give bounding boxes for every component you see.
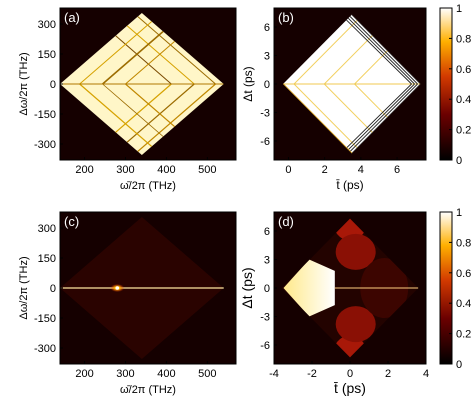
colorbar-tick-label: 1 — [456, 207, 462, 219]
lobe — [332, 218, 368, 241]
edge-line — [345, 83, 415, 153]
peak-core — [115, 286, 120, 290]
x-tick-label: -4 — [269, 368, 279, 380]
x-tick-label: 200 — [75, 164, 93, 176]
y-axis-label: Δω/2π (THz) — [18, 52, 30, 115]
x-tick-label: 4 — [358, 164, 364, 176]
x-tick-label: 400 — [157, 164, 175, 176]
edge-line — [348, 14, 418, 85]
x-tick-label: 0 — [347, 368, 353, 380]
panel-c: 200 300 400 500 300 150 0 -150 -300 ω̄/2π (THz) Δω… — [18, 211, 237, 396]
edge-line — [342, 83, 412, 152]
y-tick-label: 6 — [264, 226, 270, 238]
x-tick-label: 4 — [423, 368, 429, 380]
edge-line — [345, 15, 415, 85]
colorbar-tick-label: 0.2 — [456, 125, 471, 137]
colorbar-tick-label: 0 — [456, 155, 462, 167]
y-tick-label: -6 — [260, 340, 270, 352]
colorbar-tick-label: 1 — [456, 3, 462, 15]
x-tick-label: 500 — [198, 368, 216, 380]
y-tick-label: 0 — [264, 283, 270, 295]
x-tick-label: 0 — [285, 164, 291, 176]
y-tick-label: -300 — [34, 139, 56, 151]
y-tick-label: 0 — [50, 79, 56, 91]
y-tick-label: -300 — [34, 343, 56, 355]
y-axis-label: Δt (ps) — [241, 66, 255, 101]
colorbar-tick-label: 0.2 — [456, 329, 471, 341]
panel-label: (c) — [64, 214, 79, 229]
y-tick-label: 3 — [264, 255, 270, 267]
panel-d: -4 -2 0 2 4 6 3 0 -3 -6 t̄ (ps) Δt (ps) (d) 1 0.8 0.6 0.… — [239, 207, 471, 396]
colorbar-tick-label: 0.6 — [456, 268, 471, 280]
y-tick-label: 3 — [264, 51, 270, 63]
y-tick-label: -6 — [260, 136, 270, 148]
faint-line — [293, 14, 364, 85]
y-tick-label: 300 — [38, 223, 56, 235]
x-tick-label: 400 — [157, 368, 175, 380]
y-tick-label: 6 — [264, 22, 270, 34]
panel-label: (b) — [278, 10, 294, 25]
colorbar-tick-label: 0.8 — [456, 237, 471, 249]
colorbar-tick-label: 0.6 — [456, 64, 471, 76]
y-axis-label: Δt (ps) — [239, 267, 255, 308]
bright-region — [283, 259, 335, 317]
panel-label: (a) — [64, 10, 80, 25]
colorbar-tick-label: 0.4 — [456, 298, 471, 310]
colorbar — [439, 211, 453, 365]
panel-a: 200 300 400 500 300 150 0 -150 -300 ω̄/2π (THz) Δω… — [18, 7, 237, 192]
x-tick-label: 2 — [322, 164, 328, 176]
x-axis-label: ω̄/2π (THz) — [120, 384, 176, 396]
y-tick-label: -3 — [260, 312, 270, 324]
y-tick-label: 0 — [264, 79, 270, 91]
colorbar-tick-label: 0.4 — [456, 94, 471, 106]
y-tick-label: 300 — [38, 19, 56, 31]
x-axis-label: t̄ (ps) — [334, 380, 366, 396]
x-tick-label: 200 — [75, 368, 93, 380]
y-tick-label: 0 — [50, 283, 56, 295]
lobe — [332, 335, 368, 358]
streak — [79, 13, 162, 85]
y-tick-label: -150 — [34, 109, 56, 121]
x-axis-label: ω̄/2π (THz) — [120, 180, 176, 192]
x-tick-label: -2 — [307, 368, 317, 380]
x-tick-label: 300 — [116, 368, 134, 380]
x-tick-label: 6 — [394, 164, 400, 176]
edge-line — [342, 16, 412, 85]
colorbar-tick-label: 0 — [456, 359, 462, 371]
x-tick-label: 500 — [198, 164, 216, 176]
x-axis-label: t̄ (ps) — [336, 178, 364, 192]
colorbar-tick-label: 0.8 — [456, 33, 471, 45]
panel-label: (d) — [278, 214, 294, 229]
x-tick-label: 300 — [116, 164, 134, 176]
streak — [79, 83, 162, 155]
y-axis-label: Δω/2π (THz) — [18, 256, 30, 319]
y-tick-label: 150 — [38, 253, 56, 265]
panel-b: 0 2 4 6 6 3 0 -3 -6 t̄ (ps) Δt (ps) (b) 1 0.8 0.6 0.4 0.… — [241, 3, 471, 192]
y-tick-label: -150 — [34, 313, 56, 325]
lobe — [335, 306, 376, 343]
lobe — [335, 233, 376, 270]
y-tick-label: -3 — [260, 108, 270, 120]
edge-line — [348, 83, 418, 154]
y-tick-label: 150 — [38, 49, 56, 61]
x-tick-label: 2 — [385, 368, 391, 380]
colorbar — [439, 7, 453, 161]
faint-line — [293, 83, 364, 154]
